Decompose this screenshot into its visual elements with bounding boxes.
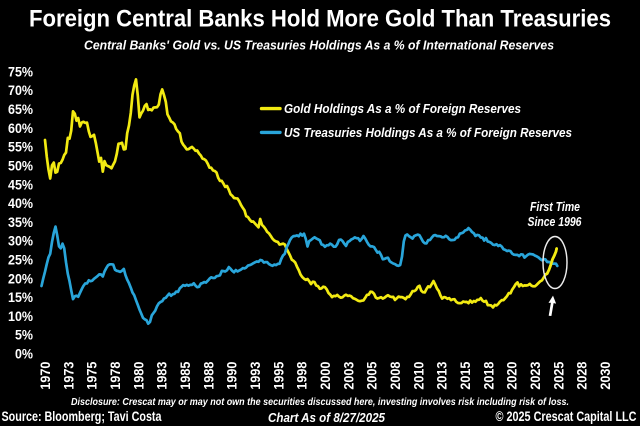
svg-text:10%: 10%	[8, 308, 33, 324]
svg-text:2010: 2010	[410, 361, 426, 389]
svg-text:2005: 2005	[364, 361, 380, 389]
svg-text:25%: 25%	[8, 252, 33, 268]
svg-text:1998: 1998	[294, 361, 310, 389]
svg-text:Since 1996: Since 1996	[528, 215, 583, 229]
svg-text:5%: 5%	[15, 327, 33, 343]
svg-text:2025: 2025	[550, 361, 566, 389]
svg-text:1973: 1973	[60, 361, 76, 389]
svg-text:1990: 1990	[224, 361, 240, 389]
svg-text:Central Banks' Gold vs. US Tre: Central Banks' Gold vs. US Treasuries Ho…	[84, 38, 554, 53]
svg-text:1995: 1995	[270, 361, 286, 389]
svg-text:75%: 75%	[8, 63, 33, 79]
svg-text:65%: 65%	[8, 101, 33, 117]
svg-text:60%: 60%	[8, 120, 33, 136]
svg-text:1980: 1980	[130, 361, 146, 389]
svg-text:2023: 2023	[527, 361, 543, 389]
svg-text:Foreign Central Banks Hold Mor: Foreign Central Banks Hold More Gold Tha…	[29, 6, 611, 33]
svg-text:1970: 1970	[37, 361, 53, 389]
svg-text:20%: 20%	[8, 270, 33, 286]
svg-text:55%: 55%	[8, 139, 33, 155]
svg-text:2018: 2018	[480, 361, 496, 389]
svg-text:First Time: First Time	[530, 200, 580, 214]
svg-text:1993: 1993	[247, 361, 263, 389]
svg-text:Chart As of 8/27/2025: Chart As of 8/27/2025	[268, 410, 386, 425]
svg-text:0%: 0%	[15, 346, 33, 362]
svg-text:2000: 2000	[317, 361, 333, 389]
svg-text:2028: 2028	[574, 361, 590, 389]
svg-text:2020: 2020	[504, 361, 520, 389]
svg-text:50%: 50%	[8, 157, 33, 173]
svg-text:US Treasuries Holdings As a %: US Treasuries Holdings As a % of Foreign…	[284, 125, 572, 140]
svg-text:Gold Holdings As a % of Foreig: Gold Holdings As a % of Foreign Reserves	[284, 101, 521, 116]
svg-text:70%: 70%	[8, 82, 33, 98]
svg-text:Disclosure: Crescat may or may: Disclosure: Crescat may or may not own t…	[71, 397, 569, 408]
svg-text:2015: 2015	[457, 361, 473, 389]
svg-text:© 2025 Crescat Capital LLC: © 2025 Crescat Capital LLC	[496, 408, 637, 424]
svg-text:1978: 1978	[107, 361, 123, 389]
svg-text:45%: 45%	[8, 176, 33, 192]
svg-text:15%: 15%	[8, 289, 33, 305]
svg-text:2013: 2013	[434, 361, 450, 389]
svg-text:2003: 2003	[340, 361, 356, 389]
svg-text:30%: 30%	[8, 233, 33, 249]
svg-text:1983: 1983	[154, 361, 170, 389]
svg-text:1985: 1985	[177, 361, 193, 389]
svg-text:1975: 1975	[84, 361, 100, 389]
svg-text:40%: 40%	[8, 195, 33, 211]
svg-text:2030: 2030	[597, 361, 613, 389]
svg-text:35%: 35%	[8, 214, 33, 230]
svg-text:Source: Bloomberg; Tavi Costa: Source: Bloomberg; Tavi Costa	[2, 408, 162, 424]
svg-text:1988: 1988	[200, 361, 216, 389]
svg-text:2008: 2008	[387, 361, 403, 389]
